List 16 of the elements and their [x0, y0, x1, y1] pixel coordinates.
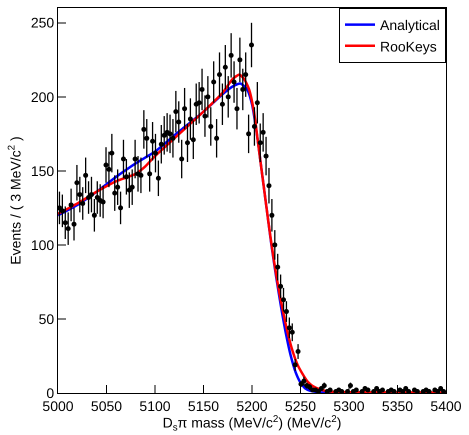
x-tick-label: 5200 — [236, 398, 268, 414]
x-tick-label: 5300 — [333, 398, 365, 414]
x-tick-label: 5050 — [90, 398, 122, 414]
y-tick-label: 200 — [30, 88, 54, 105]
y-tick-label: 100 — [30, 236, 54, 253]
y-tick-label: 50 — [38, 310, 54, 327]
legend-label: Analytical — [380, 17, 440, 34]
x-tick-label: 5250 — [284, 398, 316, 414]
x-tick-label: 5150 — [188, 398, 220, 414]
x-tick-label: 5350 — [382, 398, 414, 414]
legend-label: RooKeys — [380, 38, 437, 54]
x-tick-label: 5400 — [430, 398, 462, 414]
x-tick-label: 5100 — [139, 398, 171, 414]
y-tick-label: 150 — [30, 162, 54, 179]
y-tick-label: 250 — [30, 14, 54, 31]
x-axis-title: D$_{s}$π mass (MeV/c$^{2}$) (MeV/c$^{2}$) — [162, 414, 342, 434]
